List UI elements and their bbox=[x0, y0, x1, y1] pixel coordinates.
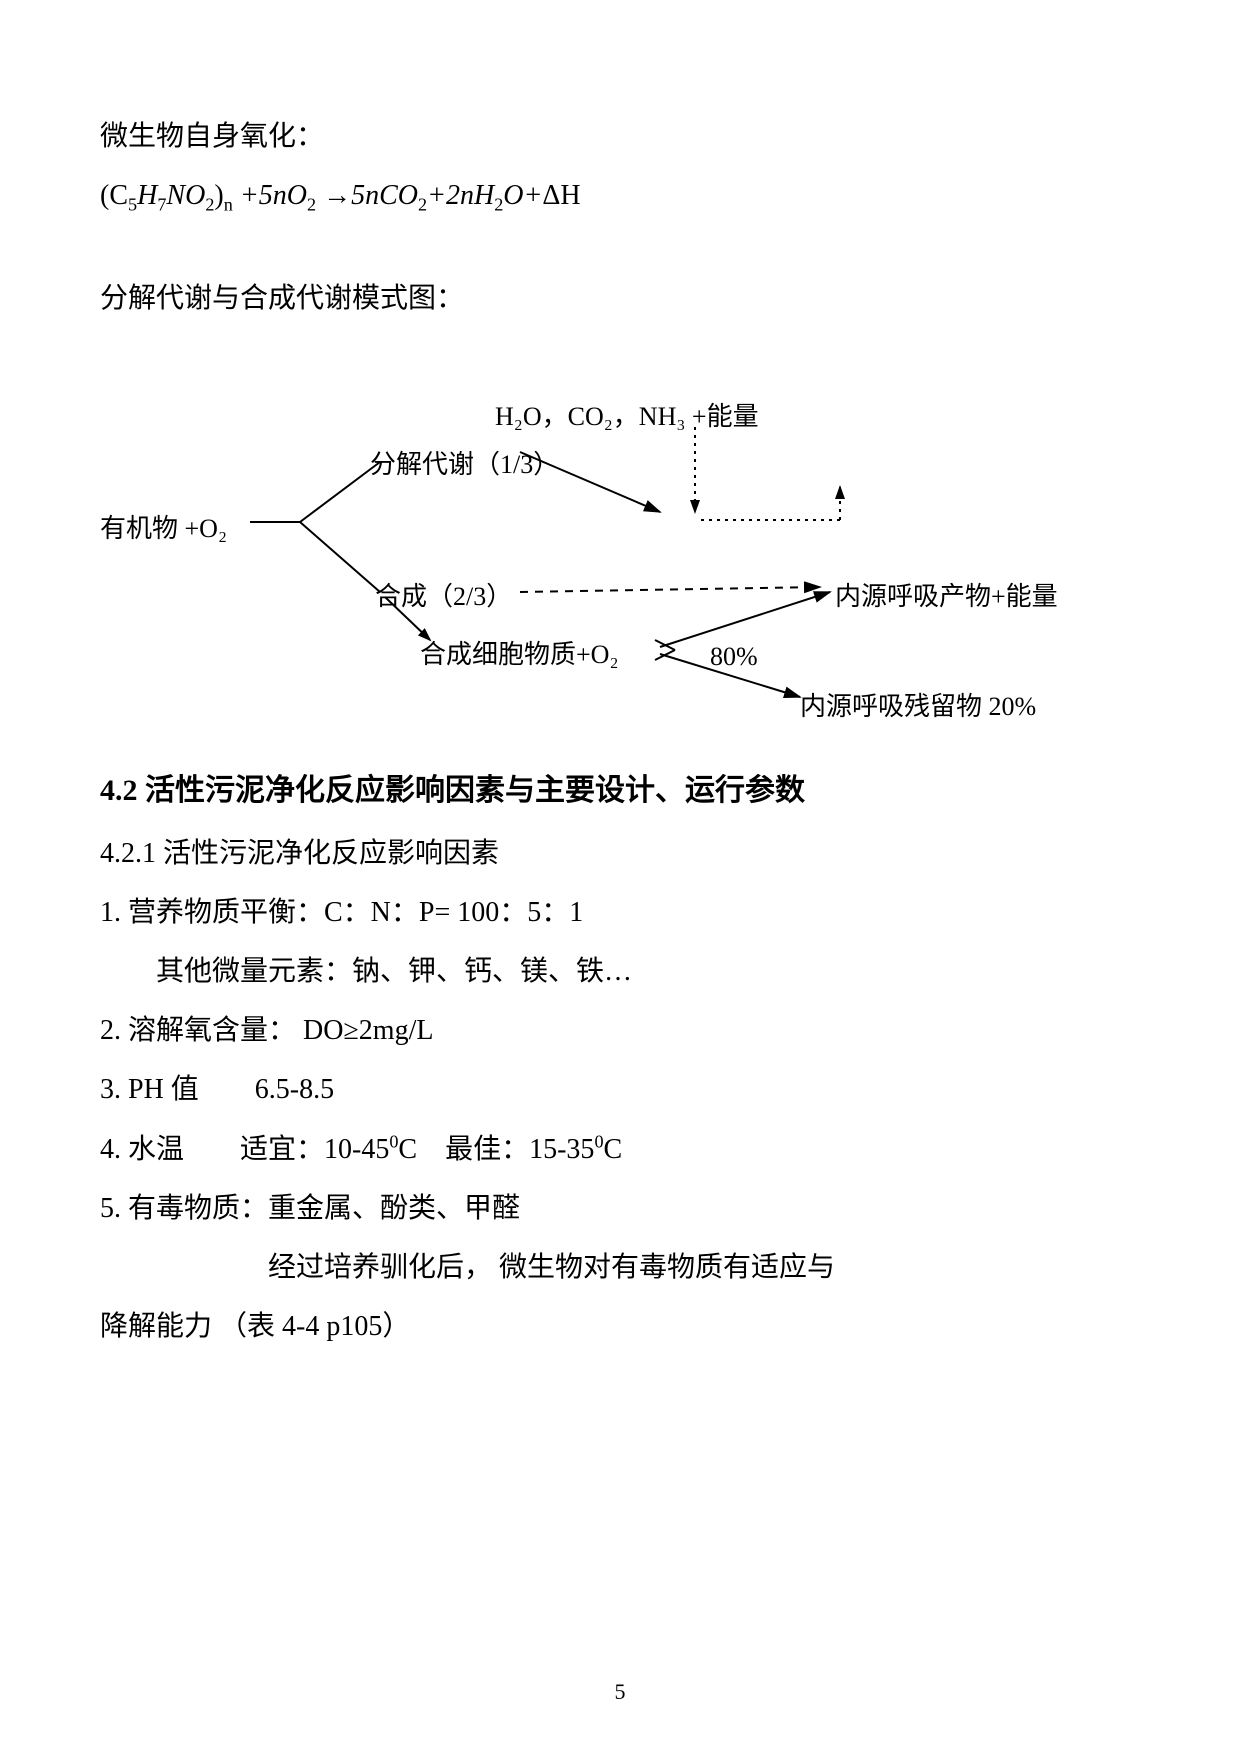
page-number: 5 bbox=[0, 1671, 1240, 1713]
list-item-3: 3. PH 值 6.5-8.5 bbox=[100, 1063, 1140, 1116]
li4-part: 4. 水温 适宜：10-45 bbox=[100, 1134, 389, 1165]
eq-part: ) bbox=[214, 180, 223, 211]
para-diagram-title: 分解代谢与合成代谢模式图： bbox=[100, 272, 1140, 325]
eq-part: (C bbox=[100, 180, 128, 211]
list-item-4: 4. 水温 适宜：10-450C 最佳：15-350C bbox=[100, 1123, 1140, 1176]
eq-sub: 2 bbox=[307, 195, 316, 215]
eq-part: +5nO bbox=[233, 180, 307, 211]
page: 微生物自身氧化： (C5H7NO2)n +5nO2 →5nCO2+2nH2O+Δ… bbox=[0, 0, 1240, 1753]
eq-sub: 2 bbox=[418, 195, 427, 215]
list-item-5b: 经过培养驯化后， 微生物对有毒物质有适应与 bbox=[100, 1241, 1140, 1294]
eq-part: O+ bbox=[503, 180, 542, 211]
label-80pct: 80% bbox=[710, 632, 758, 681]
eq-sub: 2 bbox=[494, 195, 503, 215]
label-input: 有机物 +O₂ bbox=[100, 504, 227, 553]
li4-part: C bbox=[604, 1134, 623, 1165]
heading-4-2: 4.2 活性污泥净化反应影响因素与主要设计、运行参数 bbox=[100, 762, 1140, 819]
list-item-2: 2. 溶解氧含量： DO≥2mg/L bbox=[100, 1004, 1140, 1057]
label-endo-residue: 内源呼吸残留物 20% bbox=[800, 682, 1036, 731]
eq-sub: 5 bbox=[128, 195, 137, 215]
para-oxidation-title: 微生物自身氧化： bbox=[100, 110, 1140, 163]
eq-sub: n bbox=[224, 195, 233, 215]
metabolism-diagram: H₂O，CO₂，NH₃ +能量 分解代谢（1/3） 有机物 +O₂ 合成（2/3… bbox=[100, 392, 1140, 732]
li4-part: C 最佳：15-35 bbox=[398, 1134, 594, 1165]
eq-part: NO bbox=[166, 180, 205, 211]
degree-sup: 0 bbox=[594, 1131, 603, 1151]
label-catabolism: 分解代谢（1/3） bbox=[370, 440, 559, 489]
label-synth-cell: 合成细胞物质+O₂ bbox=[420, 630, 619, 679]
equation: (C5H7NO2)n +5nO2 →5nCO2+2nH2O+ΔH bbox=[100, 169, 1140, 222]
heading-4-2-1: 4.2.1 活性污泥净化反应影响因素 bbox=[100, 827, 1140, 880]
list-item-1b: 其他微量元素：钠、钾、钙、镁、铁… bbox=[100, 945, 1140, 998]
label-anabolism: 合成（2/3） bbox=[375, 572, 512, 621]
label-endo-products: 内源呼吸产物+能量 bbox=[835, 572, 1058, 621]
eq-part: ΔH bbox=[542, 180, 580, 211]
list-item-5: 5. 有毒物质：重金属、酚类、甲醛 bbox=[100, 1182, 1140, 1235]
list-item-1: 1. 营养物质平衡：C：N：P= 100：5：1 bbox=[100, 886, 1140, 939]
eq-part: →5nCO bbox=[316, 180, 418, 211]
eq-part: +2nH bbox=[427, 180, 494, 211]
diagram-svg bbox=[100, 392, 1140, 732]
spacer bbox=[100, 332, 1140, 372]
eq-part: H bbox=[137, 180, 157, 211]
list-item-5c: 降解能力 （表 4-4 p105） bbox=[100, 1300, 1140, 1353]
label-top-products: H₂O，CO₂，NH₃ +能量 bbox=[495, 392, 759, 441]
